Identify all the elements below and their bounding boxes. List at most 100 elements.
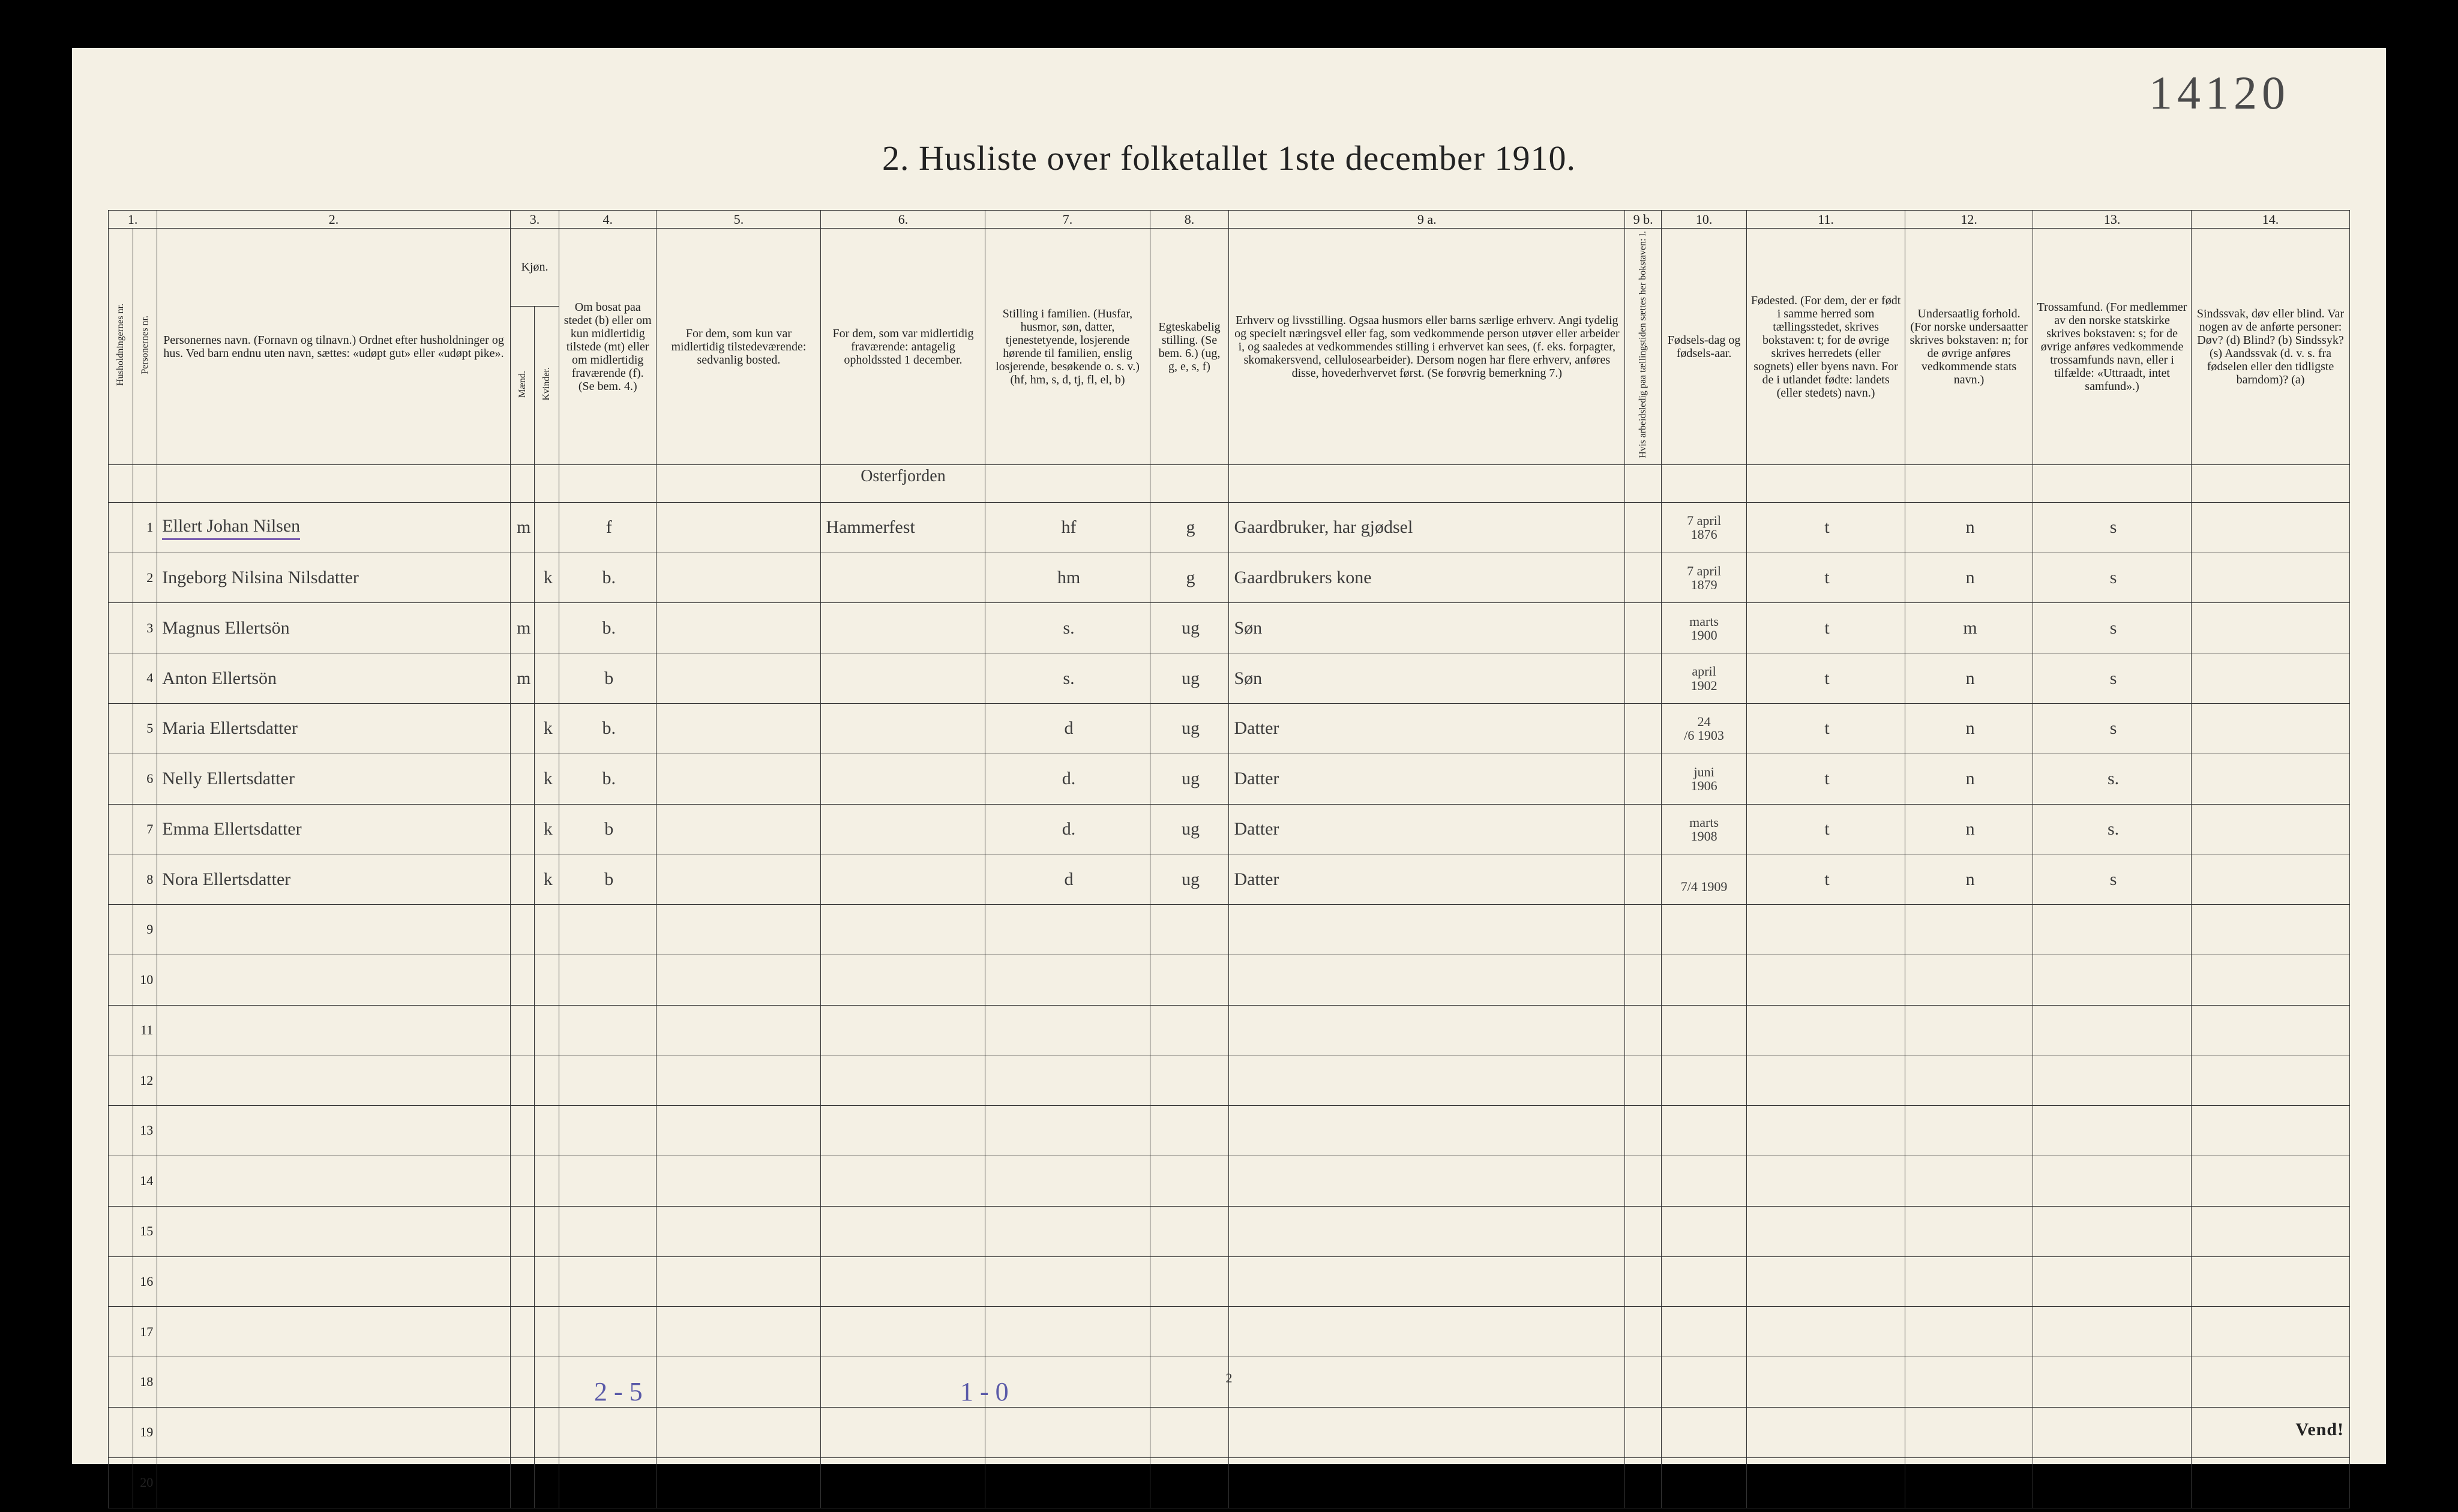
empty-cell [510, 1206, 535, 1256]
empty-cell [1747, 1407, 1905, 1457]
empty-cell [1625, 1005, 1662, 1055]
empty-cell [985, 1256, 1150, 1307]
empty-cell [1905, 1106, 2033, 1156]
empty-cell [559, 1005, 657, 1055]
empty-cell [535, 1256, 559, 1307]
handwritten-tally-left: 2 - 5 [594, 1376, 643, 1407]
empty-cell [1662, 1156, 1747, 1207]
handwritten-tally-mid: 1 - 0 [960, 1376, 1009, 1407]
empty-cell [1662, 955, 1747, 1005]
empty-cell [535, 905, 559, 955]
absent-location-cell [821, 754, 985, 804]
name-cell: Ellert Johan Nilsen [157, 502, 511, 553]
birthplace-cell: t [1747, 854, 1905, 905]
household-nr-cell [109, 905, 133, 955]
empty-cell [657, 1156, 821, 1207]
empty-cell [559, 1106, 657, 1156]
birthplace-cell: t [1747, 653, 1905, 704]
colnum-7: 7. [985, 211, 1150, 229]
absent-location-cell [821, 653, 985, 704]
birthdate-cell: april1902 [1662, 653, 1747, 704]
sex-m-cell: m [510, 502, 535, 553]
empty-cell [657, 1307, 821, 1357]
hdr-family-position: Stilling i familien. (Husfar, husmor, sø… [985, 229, 1150, 465]
empty-cell [821, 1156, 985, 1207]
empty-cell [1229, 955, 1625, 1005]
presence-cell: b. [559, 703, 657, 754]
empty-cell [2033, 1206, 2192, 1256]
usual-residence-cell [657, 804, 821, 854]
empty-cell [1229, 1156, 1625, 1207]
empty-cell [157, 1156, 511, 1207]
marital-cell: g [1150, 553, 1229, 603]
marital-cell: ug [1150, 754, 1229, 804]
empty-cell [2033, 1005, 2192, 1055]
empty-cell [1150, 1256, 1229, 1307]
person-nr-cell: 19 [133, 1407, 157, 1457]
empty-cell [985, 1457, 1150, 1508]
absent-location-cell [821, 804, 985, 854]
household-nr-cell [109, 653, 133, 704]
person-nr-cell: 8 [133, 854, 157, 905]
usual-residence-cell [657, 653, 821, 704]
table-row: 15 [109, 1206, 2350, 1256]
unemployed-cell [1625, 603, 1662, 653]
empty-cell [1229, 905, 1625, 955]
empty-cell [2192, 1055, 2350, 1106]
sex-k-cell [535, 603, 559, 653]
hdr-birthplace: Fødested. (For dem, der er født i samme … [1747, 229, 1905, 465]
presence-note-row: Osterfjorden [109, 464, 2350, 502]
empty-cell [1229, 1457, 1625, 1508]
hdr-unemployed: Hvis arbeidsledig paa tællingstiden sætt… [1625, 229, 1662, 465]
household-nr-cell [109, 1005, 133, 1055]
unemployed-cell [1625, 854, 1662, 905]
census-table: 1. 2. 3. 4. 5. 6. 7. 8. 9 a. 9 b. 10. 11… [108, 210, 2350, 1508]
empty-cell [535, 1106, 559, 1156]
empty-cell [157, 1407, 511, 1457]
marital-cell: ug [1150, 703, 1229, 754]
empty-cell [1662, 1055, 1747, 1106]
empty-cell [1905, 955, 2033, 1005]
empty-cell [985, 1307, 1150, 1357]
birthplace-cell: t [1747, 553, 1905, 603]
sex-m-cell [510, 703, 535, 754]
empty-cell [657, 905, 821, 955]
person-nr-cell: 12 [133, 1055, 157, 1106]
empty-cell [1625, 1457, 1662, 1508]
empty-cell [1905, 1156, 2033, 1207]
empty-cell [535, 1206, 559, 1256]
table-row: 20 [109, 1457, 2350, 1508]
birthdate-cell: 24/6 1903 [1662, 703, 1747, 754]
family-position-cell: hf [985, 502, 1150, 553]
empty-cell [821, 1307, 985, 1357]
disability-cell [2192, 603, 2350, 653]
colnum-3: 3. [510, 211, 559, 229]
unemployed-cell [1625, 653, 1662, 704]
empty-cell [1905, 1005, 2033, 1055]
empty-cell [559, 1055, 657, 1106]
empty-cell [1150, 1055, 1229, 1106]
empty-cell [1229, 1206, 1625, 1256]
hdr-person-nr: Personernes nr. [133, 229, 157, 465]
person-nr-cell: 9 [133, 905, 157, 955]
sex-k-cell: k [535, 804, 559, 854]
presence-cell: b. [559, 754, 657, 804]
colnum-11: 11. [1747, 211, 1905, 229]
empty-cell [2033, 1256, 2192, 1307]
empty-cell [1662, 1457, 1747, 1508]
empty-cell [1150, 1106, 1229, 1156]
empty-cell [510, 955, 535, 1005]
empty-cell [657, 1457, 821, 1508]
empty-cell [1229, 1055, 1625, 1106]
empty-cell [2192, 1206, 2350, 1256]
empty-cell [559, 1206, 657, 1256]
occupation-cell: Gaardbruker, har gjødsel [1229, 502, 1625, 553]
empty-cell [1905, 1457, 2033, 1508]
nationality-cell: n [1905, 754, 2033, 804]
birthplace-cell: t [1747, 502, 1905, 553]
empty-cell [1150, 1206, 1229, 1256]
family-position-cell: hm [985, 553, 1150, 603]
usual-residence-cell [657, 703, 821, 754]
disability-cell [2192, 703, 2350, 754]
empty-cell [510, 905, 535, 955]
